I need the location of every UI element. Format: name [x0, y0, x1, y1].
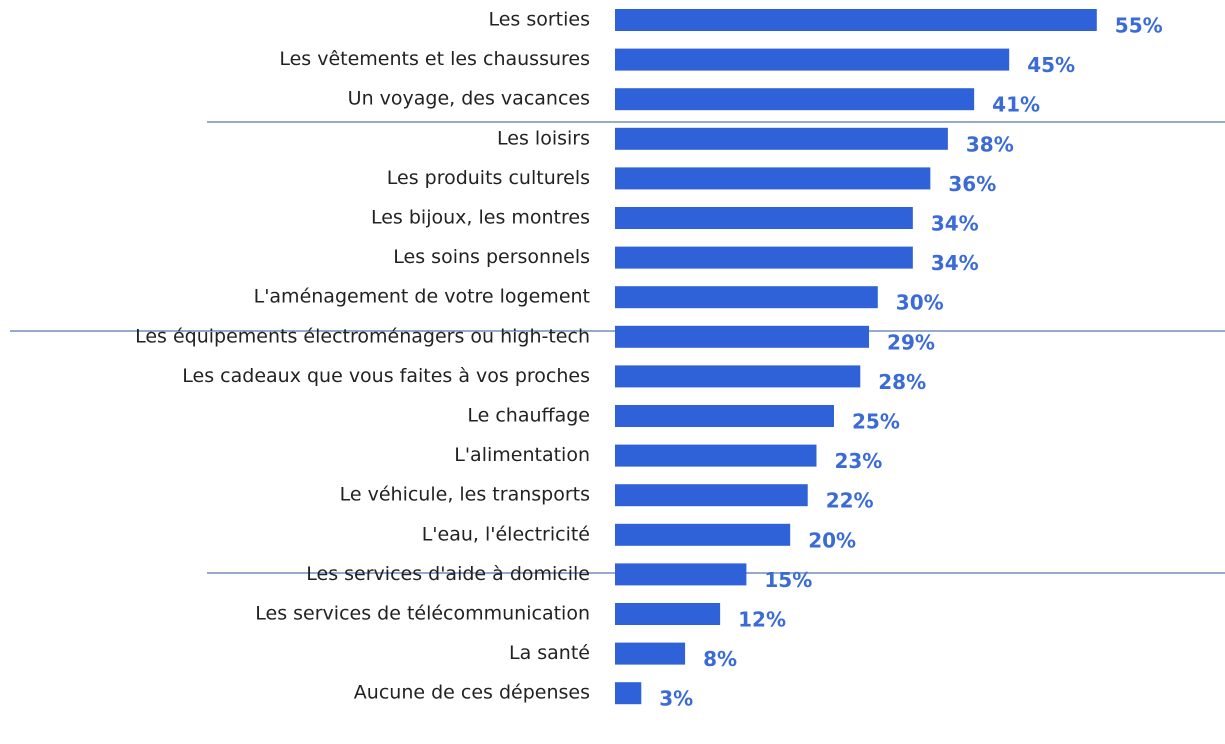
value-label: 38%: [966, 132, 1014, 156]
value-label: 29%: [887, 330, 935, 354]
category-label: Les loisirs: [497, 127, 590, 149]
category-label: L'aménagement de votre logement: [254, 286, 590, 308]
bar: [615, 563, 747, 586]
bar: [615, 405, 834, 427]
value-label: 23%: [834, 449, 882, 473]
bar: [615, 444, 817, 467]
value-label: 28%: [878, 370, 926, 394]
bar: [615, 207, 913, 229]
value-label: 12%: [738, 608, 786, 632]
value-label: 3%: [659, 687, 693, 711]
value-label: 41%: [992, 93, 1040, 117]
value-label: 34%: [931, 251, 979, 275]
category-label: Les vêtements et les chaussures: [279, 48, 590, 70]
category-label: Le chauffage: [467, 405, 590, 427]
bar: [615, 127, 948, 150]
category-label: Les soins personnels: [393, 246, 590, 268]
category-label: Un voyage, des vacances: [348, 88, 590, 110]
bar: [615, 642, 686, 665]
value-label: 34%: [931, 212, 979, 236]
value-label: 45%: [1027, 53, 1075, 77]
category-label: Aucune de ces dépenses: [354, 682, 590, 704]
category-label: L'eau, l'électricité: [422, 523, 590, 545]
value-label: 55%: [1115, 14, 1163, 38]
category-label: L'alimentation: [454, 444, 590, 466]
bar: [615, 88, 975, 111]
value-label: 8%: [703, 647, 737, 671]
bar: [615, 682, 642, 705]
category-label: Les sorties: [488, 9, 590, 31]
bar: [615, 48, 1010, 71]
bar: [615, 365, 861, 388]
bar: [615, 286, 878, 309]
category-label: La santé: [509, 642, 590, 664]
value-label: 15%: [764, 568, 812, 592]
category-label: Les cadeaux que vous faites à vos proche…: [182, 365, 590, 387]
category-label: Les services de télécommunication: [255, 603, 590, 625]
value-label: 22%: [826, 489, 874, 513]
bar: [615, 325, 870, 348]
category-label: Les produits culturels: [387, 167, 590, 189]
category-label: Les équipements électroménagers ou high-…: [135, 325, 590, 347]
value-label: 30%: [896, 291, 944, 315]
bar: [615, 246, 913, 269]
value-label: 25%: [852, 410, 900, 434]
category-label: Le véhicule, les transports: [340, 484, 590, 506]
bar: [615, 603, 721, 625]
category-label: Les bijoux, les montres: [371, 207, 590, 229]
bar: [615, 167, 931, 190]
value-label: 20%: [808, 528, 856, 552]
value-label: 36%: [948, 172, 996, 196]
category-label: Les services d'aide à domicile: [306, 563, 590, 585]
bar: [615, 523, 791, 546]
bar: [615, 484, 808, 507]
bar: [615, 9, 1097, 31]
